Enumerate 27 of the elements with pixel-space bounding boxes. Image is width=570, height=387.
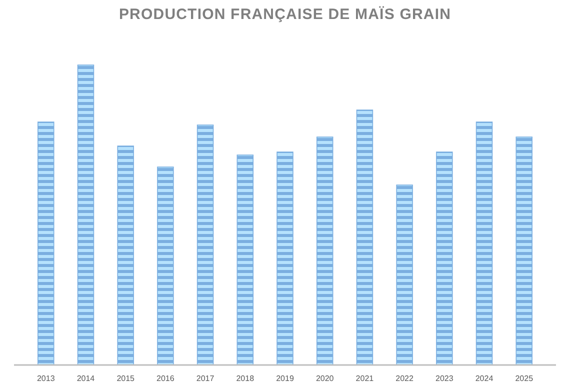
x-tick-label: 2018 <box>236 374 255 383</box>
x-tick-label: 2025 <box>515 374 534 383</box>
bar <box>117 146 134 366</box>
x-tick-label: 2013 <box>36 374 56 383</box>
x-tick-label: 2022 <box>396 374 414 383</box>
bar <box>316 136 334 366</box>
x-tick-label: 2021 <box>356 374 374 383</box>
bar <box>157 166 174 366</box>
chart-title: PRODUCTION FRANÇAISE DE MAÏS GRAIN <box>118 6 452 23</box>
bar <box>516 136 532 366</box>
x-tick-label: 2016 <box>156 374 175 383</box>
bar <box>476 122 493 366</box>
bar <box>396 184 413 366</box>
x-tick-label: 2020 <box>316 374 334 383</box>
x-tick-label: 2019 <box>276 374 294 383</box>
x-tick-label: 2024 <box>475 374 494 383</box>
bar <box>276 152 294 366</box>
bar <box>77 64 94 366</box>
x-tick-label: 2014 <box>76 374 96 383</box>
x-tick-label: 2023 <box>436 374 454 383</box>
bar <box>356 110 374 366</box>
bar <box>236 154 254 366</box>
x-tick-label: 2017 <box>196 374 215 383</box>
bar <box>38 122 54 366</box>
bar <box>196 124 214 366</box>
x-tick-label: 2015 <box>116 374 136 383</box>
bar <box>436 152 453 366</box>
